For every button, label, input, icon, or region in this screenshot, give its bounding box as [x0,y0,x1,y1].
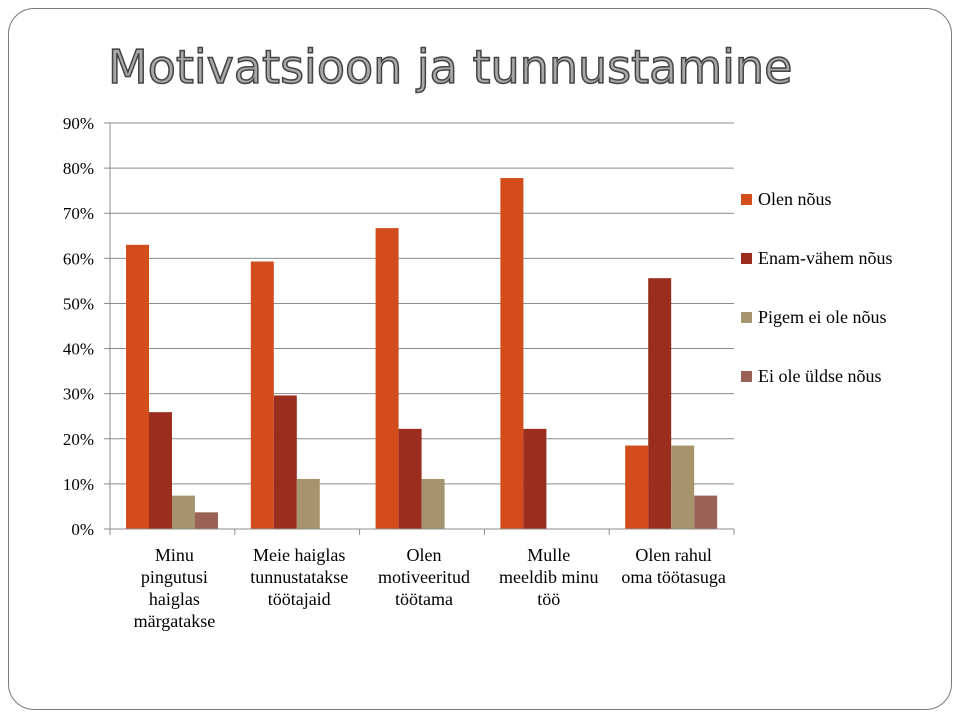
legend-label: Pigem ei ole nõus [758,307,887,327]
y-tick-label: 70% [63,204,94,223]
y-tick-label: 60% [63,249,94,268]
y-tick-label: 40% [63,340,94,359]
bar [398,428,422,529]
bar [648,278,672,529]
legend-swatch [741,312,752,323]
bar [523,428,547,529]
bar [500,178,524,529]
bar [694,495,718,529]
y-tick-label: 50% [63,294,94,313]
y-tick-label: 10% [63,475,94,494]
x-category-label: Olen motiveeritud töötama [378,545,470,609]
x-axis-categories: Minu pingutusi haiglas märgatakse Meie haigl… [134,545,726,631]
chart-axes [104,122,735,535]
slide-title: Motivatsioon ja tunnustamine [107,39,793,95]
legend-swatch [741,194,752,205]
legend-label: Enam-vähem nõus [758,248,892,268]
bar [149,412,172,529]
slide-frame [8,8,952,710]
legend-swatch [741,253,752,264]
bar [671,445,695,529]
chart-legend: Olen nõus Enam-vähem nõus Pigem ei ole nõu… [741,189,892,386]
bar [375,228,399,529]
x-category-label: Minu pingutusi haiglas märgatakse [134,545,216,631]
chart-gridlines [110,122,734,485]
y-axis-ticks: 0% 10% 20% 30% 40% 50% 60% 70% 80% 90% [63,114,94,539]
x-category-label: Olen rahul oma töötasuga [621,545,725,587]
y-tick-label: 30% [63,385,94,404]
bar [625,445,649,529]
y-tick-label: 90% [63,114,94,133]
chart-bars [126,178,718,530]
legend-swatch [741,371,752,382]
bar [250,261,274,529]
bar [421,478,445,529]
bar [126,244,149,530]
bar [273,395,297,529]
legend-label: Ei ole üldse nõus [758,366,882,386]
bar [172,495,195,529]
x-category-label: Meie haiglas tunnustatakse töötajaid [250,545,348,609]
y-tick-label: 80% [63,159,94,178]
y-tick-label: 0% [71,520,94,539]
x-category-label: Mulle meeldib minu töö [499,545,598,609]
legend-label: Olen nõus [758,189,832,209]
bar [296,478,320,529]
y-tick-label: 20% [63,430,94,449]
bar [195,512,218,529]
